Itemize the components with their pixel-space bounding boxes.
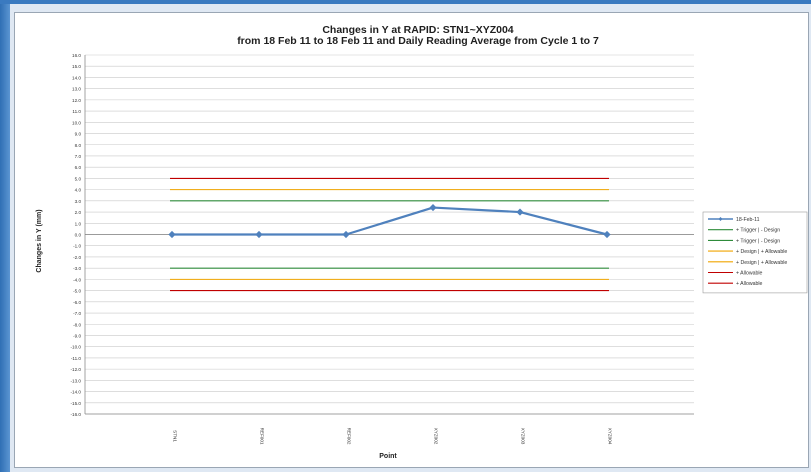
y-tick-label: -13.0 xyxy=(71,378,82,383)
legend-label: + Design | + Allowable xyxy=(736,249,787,255)
legend-label: + Design | + Allowable xyxy=(736,260,787,266)
y-tick-label: -4.0 xyxy=(73,277,81,282)
y-tick-label: -3.0 xyxy=(73,266,81,271)
y-tick-label: -14.0 xyxy=(71,390,82,395)
legend-label: + Allowable xyxy=(736,281,763,287)
y-tick-label: -10.0 xyxy=(71,345,82,350)
y-tick-label: 4.0 xyxy=(75,188,82,193)
data-point-marker xyxy=(255,230,263,239)
y-tick-label: -15.0 xyxy=(71,401,82,406)
window-top-border xyxy=(0,0,811,4)
x-tick-label: XYZ004 xyxy=(608,428,613,445)
y-tick-label: -9.0 xyxy=(73,333,81,338)
axes: -16.0 -15.0 -14.0 -13.0 -12.0 -11.0 -10.0 -9.0 -… xyxy=(71,53,694,445)
window-left-border xyxy=(0,0,10,472)
y-axis-label: Changes in Y (mm) xyxy=(36,209,43,272)
y-tick-label: 1.0 xyxy=(75,221,82,226)
y-tick-label: -12.0 xyxy=(71,367,82,372)
chart-area[interactable]: Changes in Y at RAPID: STN1~XYZ004 from … xyxy=(14,12,809,468)
y-tick-label: 13.0 xyxy=(72,87,81,92)
x-tick-label: REF002 xyxy=(347,428,352,445)
legend-box xyxy=(702,211,808,294)
y-tick-label: -11.0 xyxy=(71,356,82,361)
y-tick-label: 12.0 xyxy=(72,98,81,103)
legend-label: 18-Feb-11 xyxy=(736,217,760,223)
y-tick-label: 14.0 xyxy=(72,75,81,80)
chart-subtitle: from 18 Feb 11 to 18 Feb 11 and Daily Re… xyxy=(237,35,599,47)
y-tick-label: 3.0 xyxy=(75,199,82,204)
y-tick-label: 6.0 xyxy=(75,165,82,170)
x-tick-label: STN1 xyxy=(173,430,178,442)
data-point-marker xyxy=(168,230,176,239)
line-chart: Changes in Y at RAPID: STN1~XYZ004 from … xyxy=(36,24,808,460)
y-tick-label: 7.0 xyxy=(75,154,82,159)
x-axis-label: Point xyxy=(379,453,397,460)
legend-label: + Trigger | - Design xyxy=(736,228,780,234)
data-point-marker xyxy=(342,230,350,239)
data-point-marker xyxy=(429,203,437,212)
y-tick-label: 2.0 xyxy=(75,210,82,215)
y-tick-label: -7.0 xyxy=(73,311,81,316)
legend-label: + Trigger | - Design xyxy=(736,238,780,244)
x-tick-label: XYZ003 xyxy=(521,428,526,445)
y-tick-label: -16.0 xyxy=(71,412,82,417)
data-point-marker xyxy=(516,208,524,216)
reference-lines xyxy=(170,177,609,292)
y-tick-label: -5.0 xyxy=(73,289,81,294)
legend-marker xyxy=(718,217,723,221)
y-tick-label: -1.0 xyxy=(73,244,81,249)
series-line xyxy=(172,206,608,236)
y-tick-label: 16.0 xyxy=(72,53,81,58)
y-tick-label: 11.0 xyxy=(72,109,81,114)
y-tick-label: -6.0 xyxy=(73,300,81,305)
y-tick-label: 10.0 xyxy=(72,120,81,125)
y-tick-label: 8.0 xyxy=(75,143,82,148)
y-tick-label: 9.0 xyxy=(75,132,82,137)
data-series xyxy=(168,203,611,239)
x-tick-label: XYZ002 xyxy=(434,428,439,445)
chart-title: Changes in Y at RAPID: STN1~XYZ004 xyxy=(322,24,513,36)
data-point-marker xyxy=(603,230,611,239)
legend[interactable]: 18-Feb-11 + Trigger | - Design + Trigger |… xyxy=(702,211,808,294)
y-tick-label: 0.0 xyxy=(75,233,82,238)
y-tick-label: -2.0 xyxy=(73,255,81,260)
y-tick-label: 15.0 xyxy=(72,64,81,69)
legend-label: + Allowable xyxy=(736,271,763,277)
y-tick-label: -8.0 xyxy=(73,322,81,327)
x-tick-label: REF001 xyxy=(260,428,265,445)
y-tick-label: 5.0 xyxy=(75,176,82,181)
